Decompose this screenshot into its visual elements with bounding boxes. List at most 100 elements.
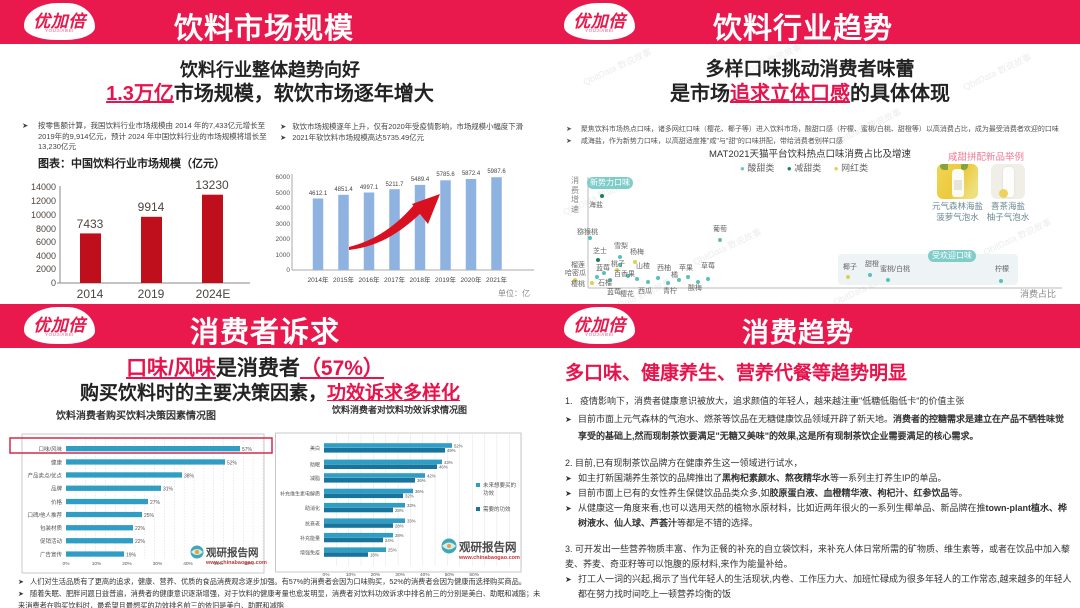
svg-text:5000: 5000 xyxy=(276,190,291,197)
svg-text:50%: 50% xyxy=(214,561,224,567)
svg-text:10%: 10% xyxy=(346,572,356,578)
svg-text:13230: 13230 xyxy=(195,178,229,192)
svg-text:蜜桃/白桃: 蜜桃/白桃 xyxy=(880,264,910,273)
svg-text:减脂: 减脂 xyxy=(310,475,320,482)
svg-text:榴莲: 榴莲 xyxy=(571,260,585,269)
svg-text:10000: 10000 xyxy=(31,210,56,220)
svg-text:雪梨: 雪梨 xyxy=(614,241,628,250)
svg-text:2021年: 2021年 xyxy=(486,275,507,284)
svg-text:产品卖点/优点: 产品卖点/优点 xyxy=(27,471,62,479)
svg-text:功效: 功效 xyxy=(483,489,495,497)
svg-text:28%: 28% xyxy=(395,523,404,528)
svg-text:28%: 28% xyxy=(395,508,404,513)
svg-text:价格: 价格 xyxy=(51,498,63,506)
svg-text:0%: 0% xyxy=(323,572,331,578)
svg-text:www.chinabaogao.com: www.chinabaogao.com xyxy=(205,560,267,566)
svg-text:5489.4: 5489.4 xyxy=(411,177,430,183)
svg-text:6000: 6000 xyxy=(276,174,291,181)
svg-text:百香果: 百香果 xyxy=(614,269,635,278)
svg-text:2000: 2000 xyxy=(276,236,291,243)
svg-text:1000: 1000 xyxy=(276,252,291,259)
svg-text:青柠: 青柠 xyxy=(663,286,677,295)
svg-text:12000: 12000 xyxy=(31,196,56,206)
svg-text:22%: 22% xyxy=(135,526,146,532)
svg-text:0%: 0% xyxy=(63,561,71,567)
svg-text:石榴: 石榴 xyxy=(598,278,612,287)
svg-text:36%: 36% xyxy=(415,489,424,494)
svg-text:芝士: 芝士 xyxy=(593,246,607,255)
svg-text:43%: 43% xyxy=(444,460,453,465)
svg-text:46%: 46% xyxy=(439,465,448,470)
svg-text:2015年: 2015年 xyxy=(333,275,354,284)
svg-text:4612.1: 4612.1 xyxy=(309,191,328,197)
svg-text:31%: 31% xyxy=(163,487,174,493)
svg-text:27%: 27% xyxy=(150,500,161,506)
svg-text:49%: 49% xyxy=(447,448,456,453)
svg-text:促销活动: 促销活动 xyxy=(40,537,63,545)
svg-text:2014年: 2014年 xyxy=(308,275,329,284)
svg-text:健康: 健康 xyxy=(51,458,63,466)
svg-text:2017年: 2017年 xyxy=(384,275,405,284)
svg-text:蓝莓: 蓝莓 xyxy=(607,287,621,296)
svg-text:未来想要买的: 未来想要买的 xyxy=(483,481,517,489)
svg-text:60%: 60% xyxy=(244,561,254,567)
svg-text:甜橙: 甜橙 xyxy=(865,259,879,268)
svg-text:猕猴桃: 猕猴桃 xyxy=(577,227,598,236)
svg-text:补充维生素电解质: 补充维生素电解质 xyxy=(280,491,320,498)
svg-text:14000: 14000 xyxy=(31,182,56,192)
svg-text:柠檬: 柠檬 xyxy=(995,264,1009,273)
svg-text:桃子: 桃子 xyxy=(611,259,625,268)
svg-text:蓝莓: 蓝莓 xyxy=(596,263,610,272)
svg-text:4997.1: 4997.1 xyxy=(360,185,379,191)
svg-text:25%: 25% xyxy=(144,513,155,519)
svg-text:57%: 57% xyxy=(242,447,253,453)
svg-text:西柚: 西柚 xyxy=(657,263,671,272)
svg-text:美白: 美白 xyxy=(310,445,320,452)
svg-text:橘: 橘 xyxy=(671,270,678,279)
svg-text:补充能量: 补充能量 xyxy=(300,535,320,542)
svg-text:5872.4: 5872.4 xyxy=(462,171,481,177)
svg-text:22%: 22% xyxy=(135,539,146,545)
svg-text:2016年: 2016年 xyxy=(359,275,380,284)
svg-text:30%: 30% xyxy=(153,561,163,567)
svg-text:10%: 10% xyxy=(92,561,102,567)
svg-text:杨梅: 杨梅 xyxy=(630,247,644,256)
svg-text:4000: 4000 xyxy=(36,251,56,261)
svg-text:西瓜: 西瓜 xyxy=(638,287,652,295)
svg-text:口碑/他人推荐: 口碑/他人推荐 xyxy=(27,511,62,519)
svg-text:52%: 52% xyxy=(227,460,238,466)
svg-text:草莓: 草莓 xyxy=(701,261,715,270)
svg-text:52%: 52% xyxy=(454,443,463,448)
svg-text:2000: 2000 xyxy=(36,264,56,274)
svg-text:38%: 38% xyxy=(184,473,195,479)
svg-text:24%: 24% xyxy=(385,538,394,543)
svg-text:助消化: 助消化 xyxy=(305,505,320,512)
svg-text:需要的功效: 需要的功效 xyxy=(483,505,511,513)
svg-text:樱花: 樱花 xyxy=(620,289,634,298)
svg-text:50%: 50% xyxy=(445,572,455,578)
svg-text:9914: 9914 xyxy=(138,200,165,214)
svg-text:20%: 20% xyxy=(371,572,381,578)
svg-text:4000: 4000 xyxy=(276,205,291,212)
svg-text:5785.6: 5785.6 xyxy=(436,172,455,178)
svg-text:2020年: 2020年 xyxy=(461,275,482,284)
svg-text:5987.6: 5987.6 xyxy=(487,169,506,175)
svg-text:包装材质: 包装材质 xyxy=(40,524,63,532)
svg-text:33%: 33% xyxy=(407,503,416,508)
svg-text:2019: 2019 xyxy=(138,287,165,301)
svg-text:葡萄: 葡萄 xyxy=(713,224,727,233)
svg-text:抗衰老: 抗衰老 xyxy=(305,520,320,527)
svg-text:单位：亿: 单位：亿 xyxy=(498,288,530,298)
svg-text:20%: 20% xyxy=(122,561,132,567)
svg-text:2024E: 2024E xyxy=(196,287,231,301)
svg-text:哈密瓜: 哈密瓜 xyxy=(565,268,586,277)
svg-text:30%: 30% xyxy=(395,572,405,578)
svg-text:苹果: 苹果 xyxy=(679,263,693,272)
svg-text:8000: 8000 xyxy=(36,224,56,234)
svg-text:观研报告网: 观研报告网 xyxy=(459,540,517,554)
svg-text:山楂: 山楂 xyxy=(636,261,650,270)
svg-text:2018年: 2018年 xyxy=(410,275,431,284)
svg-text:广告宣传: 广告宣传 xyxy=(40,550,63,558)
svg-text:2014: 2014 xyxy=(77,287,104,301)
svg-text:3000: 3000 xyxy=(276,221,291,228)
